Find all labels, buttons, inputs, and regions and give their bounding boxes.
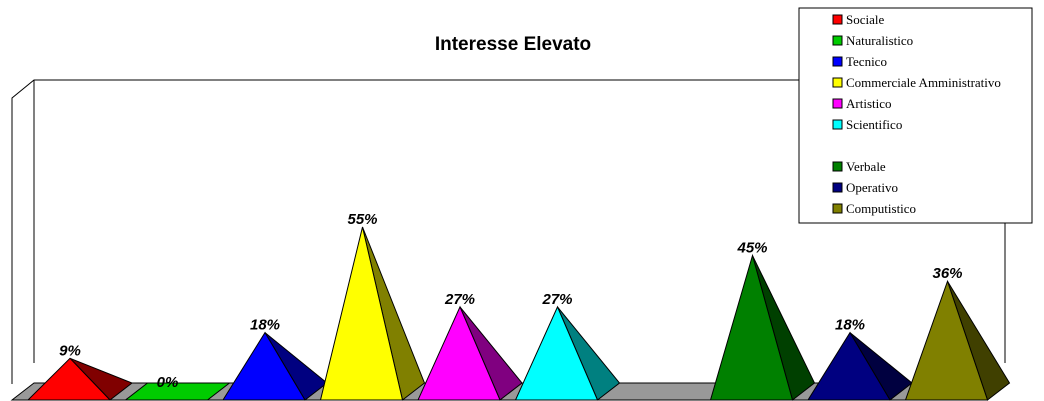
data-label-2: 0% — [157, 374, 179, 391]
data-label-3: 18% — [250, 317, 280, 334]
data-label-1: 9% — [59, 342, 81, 359]
legend: Sociale Naturalistico Tecnico Commerciale A… — [798, 7, 1033, 224]
legend-label-6: Scientifico — [846, 117, 902, 132]
pyramid-1-front — [26, 357, 112, 401]
pyramid-9-front — [807, 331, 891, 401]
legend-swatch-4 — [832, 77, 843, 88]
legend-label-8: Verbale — [846, 159, 886, 174]
legend-label-2: Naturalistico — [846, 33, 913, 48]
legend-swatch-9 — [832, 182, 843, 193]
legend-label-4: Commerciale Amministrativo — [846, 75, 1001, 90]
legend-swatch-2 — [832, 35, 843, 46]
legend-label-5: Artistico — [846, 96, 892, 111]
data-label-5: 27% — [444, 291, 475, 308]
pyramid-2 — [124, 382, 231, 401]
chart-title: Interesse Elevato — [435, 34, 591, 55]
data-labels: 9% 0% 18% 55% 27% 27% 45% 18% 36% — [59, 211, 962, 391]
legend-swatch-5 — [832, 98, 843, 109]
legend-swatch-1 — [832, 14, 843, 25]
pyramid-5-front — [417, 305, 501, 401]
legend-swatch-6 — [832, 119, 843, 130]
data-label-4: 55% — [347, 211, 377, 228]
legend-swatch-10 — [832, 203, 843, 214]
data-label-9: 18% — [835, 317, 865, 334]
legend-label-3: Tecnico — [846, 54, 887, 69]
pyramid-4-front — [319, 226, 404, 401]
data-marks — [26, 226, 1011, 401]
data-label-10: 36% — [932, 265, 962, 282]
data-label-8: 45% — [736, 240, 767, 257]
pyramid-10-front — [904, 279, 989, 401]
pyramid-3-front — [222, 331, 306, 401]
pyramid-6-front — [514, 305, 599, 401]
pyramid-8-front — [709, 253, 794, 401]
legend-swatch-8 — [832, 161, 843, 172]
legend-label-10: Computistico — [846, 201, 916, 216]
legend-label-1: Sociale — [846, 12, 884, 27]
legend-label-9: Operativo — [846, 180, 898, 195]
data-label-6: 27% — [541, 291, 572, 308]
legend-swatch-3 — [832, 56, 843, 67]
